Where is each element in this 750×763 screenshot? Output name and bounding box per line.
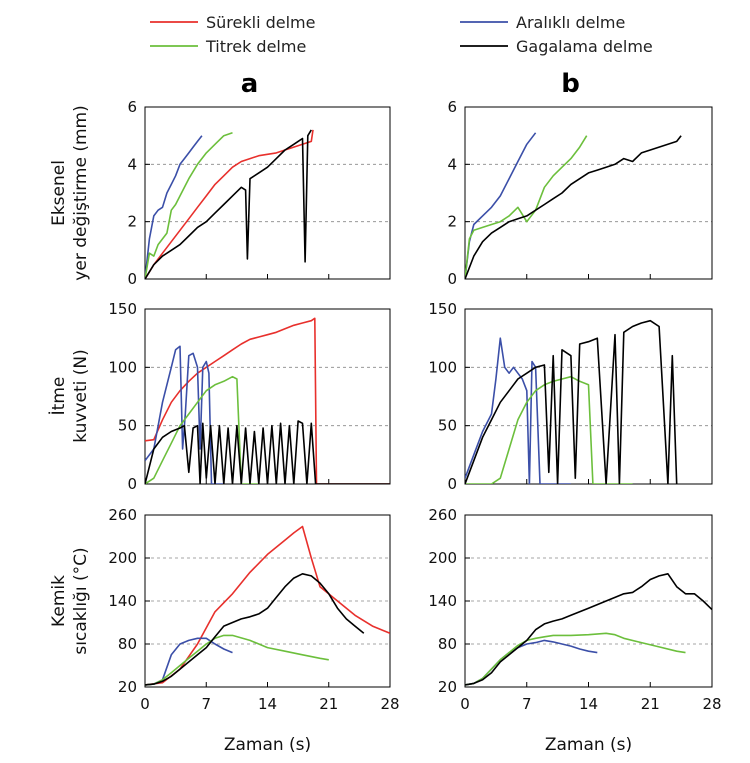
series-line-Titrek delme [145,375,259,484]
legend-label-1: Aralıklı delme [516,13,625,32]
y-tick-label: 200 [108,549,137,567]
y-tick-label: 100 [108,358,137,376]
y-tick-label: 140 [428,592,457,610]
series-line-Aralıklı delme [145,135,203,279]
x-tick-label: 21 [319,695,338,713]
y-axis-label-row-2: Kemik sıcaklığı (°C) [49,547,91,654]
y-tick-label: 0 [447,475,457,493]
series-line-Gagalama delme [145,129,312,279]
y-axis-label-line: Eksenel [49,160,69,226]
y-axis-label-line: Kemik [49,575,69,627]
x-axis-label-a: Zaman (s) [224,735,311,755]
y-tick-label: 20 [438,678,457,696]
series-line-Gagalama delme [465,135,682,279]
y-tick-label: 100 [428,358,457,376]
legend: Sürekli delme Aralıklı delme Titrek delme G… [150,13,653,56]
series-line-Aralıklı delme [465,132,537,279]
series-line-Gagalama delme [465,319,678,484]
series-group [465,319,678,484]
x-tick-label: 7 [201,695,211,713]
series-group [465,132,682,279]
y-tick-label: 80 [438,635,457,653]
y-axis-label-line: sıcaklığı (°C) [71,547,91,654]
series-line-Titrek delme [145,634,329,686]
series-line-Sürekli delme [145,129,314,279]
y-tick-label: 20 [118,678,137,696]
y-tick-label: 0 [447,270,457,288]
panel-a-bot: 20 80 140 200 260 0 7 14 21 28 [108,506,399,713]
panel-a-mid: 0 50 100 150 [108,300,391,493]
panel-label-a: a [241,69,259,99]
y-tick-label: 150 [108,300,137,318]
series-line-Titrek delme [145,132,233,279]
legend-label-3: Gagalama delme [516,37,653,56]
series-line-Sürekli delme [145,525,390,686]
x-tick-label: 21 [641,695,660,713]
x-axis-label-b: Zaman (s) [545,735,632,755]
series-line-Aralıklı delme [465,337,571,484]
y-tick-label: 50 [438,417,457,435]
y-tick-label: 4 [447,155,457,173]
series-group [145,525,390,686]
y-tick-label: 150 [428,300,457,318]
series-line-Gagalama delme [145,420,390,484]
y-tick-label: 2 [447,213,457,231]
series-line-Gagalama delme [145,572,365,686]
series-line-Titrek delme [465,375,633,484]
y-tick-label: 140 [108,592,137,610]
y-tick-label: 0 [127,475,137,493]
y-tick-label: 6 [447,98,457,116]
series-line-Gagalama delme [465,572,712,686]
y-tick-label: 200 [428,549,457,567]
panel-b-bot: 20 80 140 200 260 0 7 14 21 28 [428,506,721,713]
y-axis-label-line: yer değiştirme (mm) [71,105,91,280]
series-line-Titrek delme [465,135,588,279]
series-line-Titrek delme [465,632,686,686]
x-tick-label: 14 [579,695,598,713]
x-tick-label: 0 [140,695,150,713]
y-tick-label: 6 [127,98,137,116]
series-group [145,317,390,484]
x-tick-label: 28 [702,695,721,713]
series-line-Aralıklı delme [145,345,224,484]
y-axis-label-line: İtme [48,377,69,416]
panel-b-top: 0 2 4 6 [447,98,713,288]
panel-b-mid: 0 50 100 150 [428,300,713,493]
x-tick-label: 0 [460,695,470,713]
panel-a-top: 0 2 4 6 [127,98,391,288]
axis-labels: a b Eksenel yer değiştirme (mm) İtme kuvveti … [48,69,632,755]
y-tick-label: 0 [127,270,137,288]
panels: 0246024605010015005010015020801402002600… [108,98,721,713]
y-tick-label: 2 [127,213,137,231]
y-tick-label: 50 [118,417,137,435]
series-group [465,572,712,686]
y-tick-label: 260 [428,506,457,524]
panel-label-b: b [561,69,580,99]
legend-label-0: Sürekli delme [206,13,315,32]
x-tick-label: 7 [522,695,532,713]
y-tick-label: 80 [118,635,137,653]
y-tick-label: 260 [108,506,137,524]
y-axis-label-row-0: Eksenel yer değiştirme (mm) [49,105,91,280]
x-tick-label: 28 [380,695,399,713]
series-line-Sürekli delme [145,317,390,484]
x-tick-label: 14 [258,695,277,713]
series-group [145,129,314,279]
y-tick-label: 4 [127,155,137,173]
y-axis-label-line: kuvveti (N) [71,349,91,442]
y-axis-label-row-1: İtme kuvveti (N) [48,349,91,442]
legend-label-2: Titrek delme [205,37,306,56]
